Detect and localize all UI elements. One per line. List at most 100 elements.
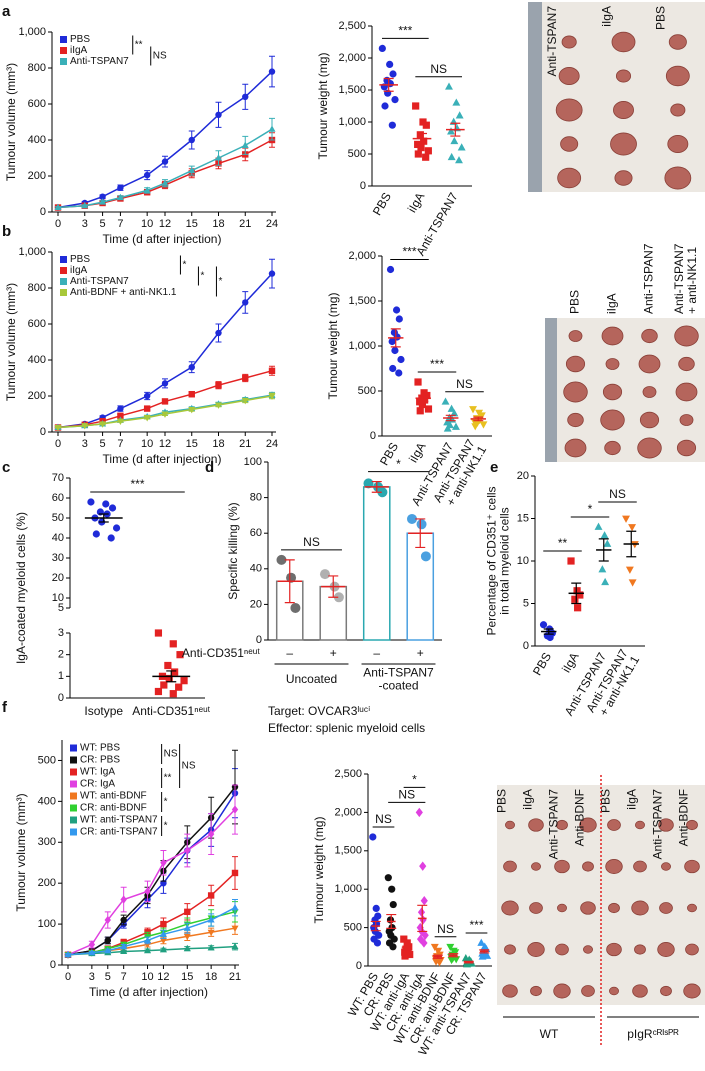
- data-point: [333, 592, 344, 603]
- data-point: [54, 424, 62, 432]
- x-tick-label: 3: [82, 438, 88, 450]
- significance-label: NS: [398, 788, 415, 802]
- data-point: [483, 951, 492, 959]
- y-tick-label: 0: [50, 959, 56, 971]
- tumour: [674, 325, 699, 347]
- tumour: [684, 859, 700, 874]
- data-point: [164, 661, 172, 670]
- data-point: [175, 683, 183, 691]
- x-tick-label: 24: [266, 438, 278, 450]
- panel-letter: c: [2, 459, 10, 476]
- significance-label: ***: [469, 918, 483, 932]
- tumour: [676, 439, 697, 457]
- data-point: [242, 374, 249, 382]
- data-point: [120, 947, 128, 955]
- y-tick-label: 2,500: [338, 20, 366, 32]
- series-line: [57, 370, 273, 429]
- y-tick-label: 20: [52, 572, 64, 584]
- tumour: [642, 386, 657, 398]
- significance-label: NS: [430, 62, 447, 76]
- data-point: [215, 382, 222, 389]
- significance-label: ***: [398, 24, 412, 38]
- data-point: [628, 579, 637, 587]
- data-point: [102, 500, 110, 508]
- legend-label: WT: IgA: [80, 767, 115, 778]
- photo-label: PBS: [494, 789, 508, 813]
- panel-letter: f: [2, 699, 8, 716]
- data-point: [386, 265, 395, 274]
- data-point: [176, 651, 184, 659]
- error-bar: [450, 122, 461, 137]
- data-point: [419, 861, 427, 871]
- y-tick-label: 80: [250, 492, 262, 504]
- tumour: [639, 411, 660, 429]
- legend-label: Anti-TSPAN7: [70, 56, 129, 67]
- tumour: [580, 901, 596, 915]
- data-point: [381, 102, 389, 110]
- data-point: [389, 364, 397, 373]
- data-point: [319, 569, 330, 580]
- tumour: [614, 170, 633, 186]
- data-point: [416, 519, 427, 530]
- tumour: [683, 983, 701, 999]
- note: Effector: splenic myeloid cells: [268, 721, 425, 735]
- y-tick-label: 1,000: [348, 340, 376, 352]
- x-tick-label: 5: [100, 218, 106, 230]
- data-point: [183, 933, 191, 941]
- data-point: [143, 186, 151, 193]
- legend-label: CR: IgA: [80, 779, 115, 790]
- panel-letter: b: [2, 223, 11, 240]
- data-point: [99, 421, 107, 428]
- data-point: [403, 939, 411, 947]
- data-point: [188, 391, 195, 398]
- x-tick-label: 18: [212, 438, 224, 450]
- data-point: [422, 121, 430, 129]
- tumour: [685, 943, 699, 956]
- photo-label: Anti-TSPAN7: [545, 6, 559, 77]
- y-tick-label: 20: [250, 598, 262, 610]
- tumour: [557, 903, 567, 913]
- tumour: [501, 900, 519, 916]
- tumour: [601, 326, 624, 346]
- y-tick-label: 30: [52, 552, 64, 564]
- photo-label: PBS: [598, 789, 612, 813]
- data-point: [268, 68, 276, 75]
- x-tick-label: 7: [117, 438, 123, 450]
- tumour: [557, 167, 582, 189]
- tumour: [657, 942, 675, 957]
- x-tick-label: 10: [141, 971, 153, 983]
- series-line: [57, 139, 273, 209]
- data-point: [412, 102, 420, 110]
- data-point: [435, 959, 444, 967]
- data-point: [377, 487, 388, 498]
- significance-label: *: [396, 457, 401, 471]
- y-tick-label: 0: [523, 640, 529, 652]
- y-tick-label: 20: [517, 470, 529, 482]
- tumour: [608, 902, 620, 914]
- y-axis-label: IgA-coated myeloid cells (%): [14, 512, 28, 664]
- y-tick-label: 0: [58, 692, 64, 704]
- tumour: [609, 986, 619, 996]
- data-point: [389, 900, 397, 909]
- error-bar: [445, 414, 456, 422]
- tumour: [668, 34, 687, 50]
- x-axis-label: Time (d after injection): [103, 452, 222, 466]
- y-tick-label: 10: [52, 592, 64, 604]
- legend-swatch: [60, 267, 67, 274]
- error-bar: [166, 670, 177, 683]
- data-point: [161, 411, 169, 418]
- y-tick-label: 0: [256, 634, 262, 646]
- tumour: [561, 35, 577, 49]
- photo-label: Anti-TSPAN7+ anti-NK1.1: [672, 243, 699, 314]
- data-point: [99, 193, 106, 200]
- data-point: [414, 150, 422, 158]
- x-tick-label: iIgA: [405, 190, 427, 215]
- legend-label: WT: anti-TSPAN7: [80, 815, 158, 826]
- legend-swatch: [60, 256, 67, 263]
- data-point: [207, 829, 215, 839]
- error-bar: [390, 328, 401, 348]
- error-bar: [598, 538, 609, 562]
- tumour: [528, 818, 544, 832]
- tumour: [613, 101, 634, 119]
